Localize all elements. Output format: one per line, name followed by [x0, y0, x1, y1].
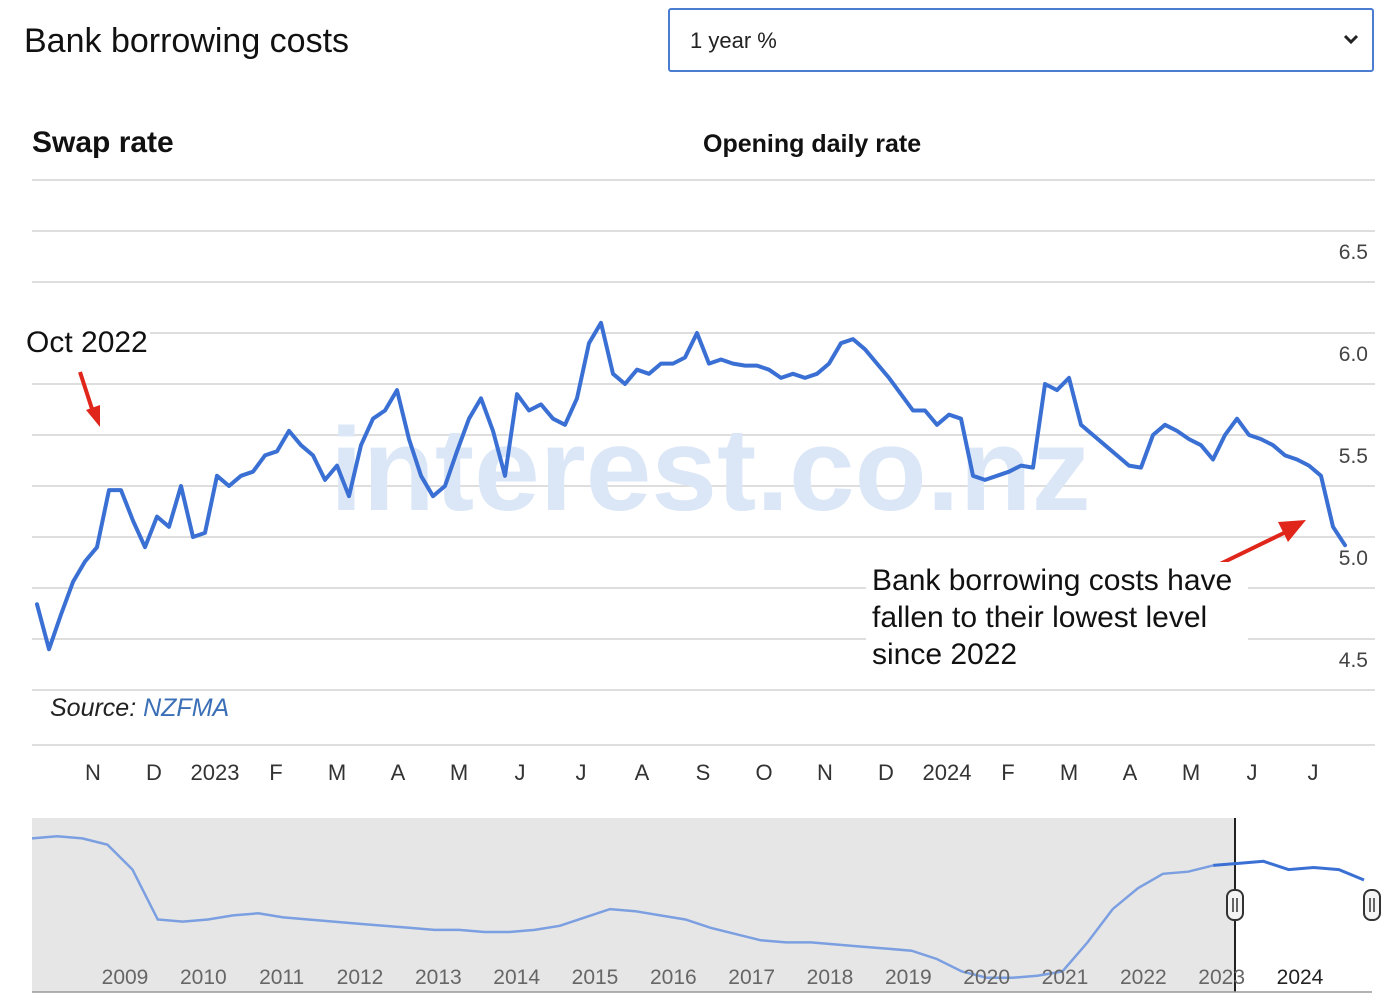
- annotation-oct-2022: Oct 2022: [24, 326, 150, 360]
- x-tick-label: J: [1308, 760, 1319, 785]
- x-tick-label: M: [1060, 760, 1078, 785]
- x-tick-label: J: [576, 760, 587, 785]
- x-tick-label: J: [1247, 760, 1258, 785]
- navigator-year-label: 2024: [1277, 966, 1324, 989]
- navigator-year-label: 2018: [807, 966, 854, 989]
- navigator-year-label: 2015: [572, 966, 619, 989]
- navigator-year-label: 2009: [102, 966, 149, 989]
- y-axis-ticks: 6.5 6.0 5.5 5.0 4.5: [1339, 241, 1368, 672]
- navigator-year-label: 2016: [650, 966, 697, 989]
- annotation-note: Bank borrowing costs have fallen to thei…: [866, 562, 1248, 673]
- navigator-year-label: 2017: [728, 966, 775, 989]
- chevron-down-icon: [1343, 34, 1359, 45]
- x-tick-label: S: [696, 760, 711, 785]
- navigator-selected-line: [1213, 859, 1365, 882]
- navigator-year-label: 2013: [415, 966, 462, 989]
- x-tick-label: F: [269, 760, 282, 785]
- y-tick-label: 6.5: [1339, 241, 1368, 264]
- x-tick-label: A: [635, 760, 650, 785]
- x-tick-label: M: [450, 760, 468, 785]
- x-tick-label: M: [1182, 760, 1200, 785]
- x-tick-label: F: [1001, 760, 1014, 785]
- navigator-year-label: 2021: [1042, 966, 1089, 989]
- chart-title: Swap rate: [32, 126, 174, 159]
- navigator-year-label: 2022: [1120, 966, 1167, 989]
- x-axis-ticks: N D 2023 F M A M J J A S O N D 2024 F M A M J J: [85, 760, 1318, 785]
- navigator-year-label: 2014: [493, 966, 540, 989]
- range-navigator[interactable]: 2009 2010 2011 2012 2013 2014 2015 2016 2017 2018…: [31, 818, 1381, 993]
- x-tick-label: O: [755, 760, 772, 785]
- arrow-oct: [78, 371, 100, 427]
- navigator-year-label: 2012: [337, 966, 384, 989]
- metric-select[interactable]: 1 year %: [668, 8, 1374, 72]
- navigator-unselected: [32, 818, 1235, 992]
- chart-source: Source: NZFMA: [50, 694, 229, 723]
- chart-subtitle: Opening daily rate: [703, 130, 922, 158]
- navigator-selected-window[interactable]: [1235, 818, 1372, 992]
- x-tick-label: N: [817, 760, 833, 785]
- navigator-year-label: 2010: [180, 966, 227, 989]
- x-tick-label: A: [391, 760, 406, 785]
- x-tick-label: M: [328, 760, 346, 785]
- y-tick-label: 5.5: [1339, 445, 1368, 468]
- y-tick-label: 6.0: [1339, 343, 1368, 366]
- watermark: interest.co.nz: [330, 404, 1091, 536]
- navigator-left-handle[interactable]: [1226, 889, 1244, 921]
- x-tick-label: D: [878, 760, 894, 785]
- navigator-year-label: 2019: [885, 966, 932, 989]
- x-tick-label: D: [146, 760, 162, 785]
- x-tick-label: J: [515, 760, 526, 785]
- navigator-right-handle[interactable]: [1363, 889, 1381, 921]
- swap-rate-line: [35, 320, 1347, 652]
- navigator-year-label: 2011: [259, 966, 304, 989]
- y-tick-label: 5.0: [1339, 547, 1368, 570]
- page-title: Bank borrowing costs: [24, 22, 350, 60]
- y-tick-label: 4.5: [1339, 649, 1368, 672]
- navigator-history-line: [31, 835, 1214, 980]
- arrow-note: [1219, 520, 1306, 566]
- x-tick-label: N: [85, 760, 101, 785]
- select-value: 1 year %: [690, 28, 777, 53]
- x-tick-label: A: [1123, 760, 1138, 785]
- navigator-year-label: 2023: [1198, 966, 1245, 989]
- navigator-year-label: 2020: [963, 966, 1010, 989]
- source-prefix: Source:: [50, 694, 144, 722]
- x-tick-label: 2024: [923, 760, 972, 785]
- source-link[interactable]: NZFMA: [143, 694, 230, 722]
- x-tick-label: 2023: [191, 760, 240, 785]
